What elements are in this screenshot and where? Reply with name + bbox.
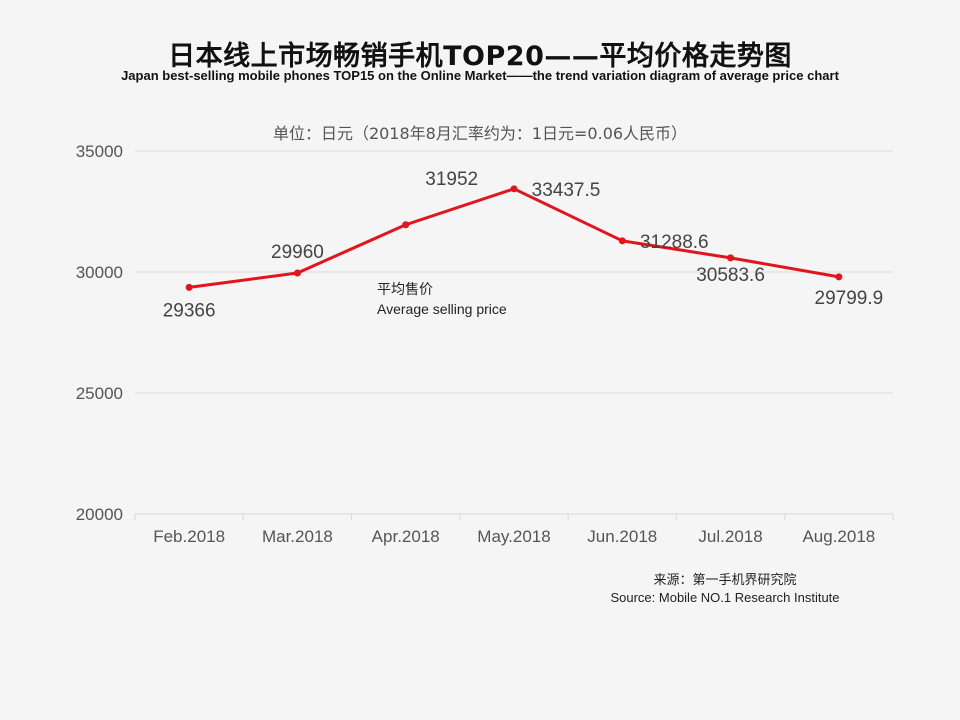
series-name-label: 平均售价	[377, 282, 433, 298]
x-tick-label: Aug.2018	[802, 527, 875, 546]
data-point	[835, 273, 843, 281]
y-tick-label: 20000	[76, 505, 123, 524]
data-point	[510, 185, 518, 193]
chart-subtitle: Japan best-selling mobile phones TOP15 o…	[121, 68, 839, 83]
data-point	[727, 254, 735, 262]
data-label: 29366	[163, 300, 216, 321]
y-tick-label: 25000	[76, 384, 123, 403]
x-tick-label: Feb.2018	[153, 527, 225, 546]
data-label: 31288.6	[640, 232, 709, 253]
y-tick-label: 30000	[76, 263, 123, 282]
source-cn: 来源：第一手机界研究院	[653, 572, 797, 587]
data-point	[402, 221, 410, 229]
data-label: 29960	[271, 242, 324, 263]
data-label: 33437.5	[532, 180, 601, 201]
chart-title: 日本线上市场畅销手机TOP20——平均价格走势图	[168, 41, 792, 72]
unit-note: 单位：日元（2018年8月汇率约为：1日元=0.06人民币）	[272, 124, 688, 143]
source-note: 来源：第一手机界研究院 Source: Mobile NO.1 Research…	[560, 571, 890, 607]
x-tick-label: Apr.2018	[372, 527, 440, 546]
x-tick-label: May.2018	[477, 527, 550, 546]
data-point	[185, 283, 193, 291]
data-point	[293, 269, 301, 277]
source-en: Source: Mobile NO.1 Research Institute	[610, 590, 840, 605]
x-tick-label: Jul.2018	[698, 527, 762, 546]
data-label: 29799.9	[815, 288, 884, 309]
y-tick-label: 35000	[76, 142, 123, 161]
x-tick-label: Jun.2018	[587, 527, 657, 546]
data-label: 30583.6	[696, 265, 765, 286]
x-tick-label: Mar.2018	[262, 527, 333, 546]
data-point	[618, 237, 626, 245]
data-label: 31952	[425, 169, 478, 190]
series-name-en-label: Average selling price	[377, 301, 507, 317]
